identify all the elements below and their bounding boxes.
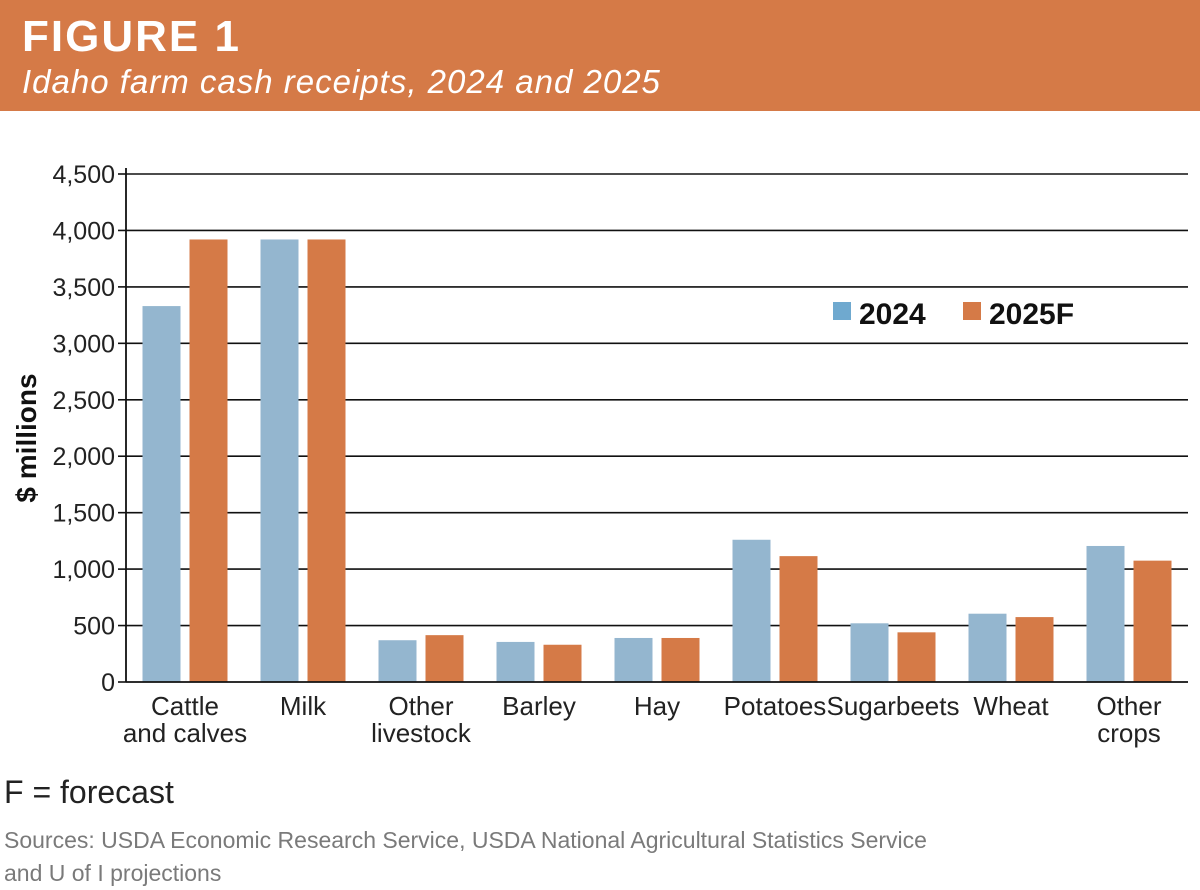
bar-2025f: [897, 632, 936, 682]
bar-2024: [260, 239, 299, 682]
legend-label: 2025F: [989, 298, 1074, 331]
legend-swatch: [833, 302, 851, 320]
category-label: Other crops: [1096, 691, 1161, 748]
bar-2025f: [779, 556, 818, 682]
bar-2025f: [543, 644, 582, 682]
bar-2025f: [307, 239, 346, 682]
bar-2025f: [661, 637, 700, 682]
y-tick-label: 500: [73, 613, 115, 641]
y-tick-label: 1,000: [52, 556, 115, 584]
y-tick-label: 2,000: [52, 443, 115, 471]
bar-2024: [968, 613, 1007, 682]
y-tick-label: 0: [101, 669, 115, 697]
figure-header: FIGURE 1 Idaho farm cash receipts, 2024 …: [0, 0, 1200, 111]
y-tick-label: 4,000: [52, 217, 115, 245]
category-label: Wheat: [973, 691, 1049, 721]
category-label: Milk: [280, 691, 327, 721]
sources-line-1: Sources: USDA Economic Research Service,…: [4, 827, 927, 853]
footnote: F = forecast: [4, 774, 174, 810]
category-label: Other livestock: [371, 691, 472, 748]
bar-2025f: [1015, 617, 1054, 682]
bar-2024: [378, 640, 417, 682]
y-tick-label: 3,500: [52, 274, 115, 302]
category-label: Cattle and calves: [123, 691, 247, 748]
bar-chart: 0 500 1,000 1,500 2,000 2,500 3,000 3,500 4,000 4…: [11, 161, 1188, 748]
bar-2025f: [189, 239, 228, 682]
bar-2024: [614, 637, 653, 682]
y-tick-label: 3,000: [52, 330, 115, 358]
bar-2024: [850, 623, 889, 682]
y-tick-label: 1,500: [52, 500, 115, 528]
y-axis-label: $ millions: [11, 373, 42, 502]
sources-line-2: and U of I projections: [4, 860, 222, 886]
bar-2024: [142, 306, 181, 682]
bar-2024: [496, 641, 535, 682]
y-tick-label: 2,500: [52, 387, 115, 415]
category-label: Sugarbeets: [827, 691, 960, 721]
legend-swatch: [963, 302, 981, 320]
category-label: Potatoes: [724, 691, 827, 721]
figure-subtitle: Idaho farm cash receipts, 2024 and 2025: [22, 63, 661, 100]
bar-2024: [732, 539, 771, 682]
y-tick-label: 4,500: [52, 161, 115, 189]
figure-label: FIGURE 1: [22, 12, 241, 61]
legend-label: 2024: [859, 298, 926, 331]
bar-2025f: [1133, 560, 1172, 682]
bar-2024: [1086, 545, 1125, 682]
bar-2025f: [425, 635, 464, 682]
category-label: Barley: [502, 691, 576, 721]
category-label: Hay: [634, 691, 680, 721]
